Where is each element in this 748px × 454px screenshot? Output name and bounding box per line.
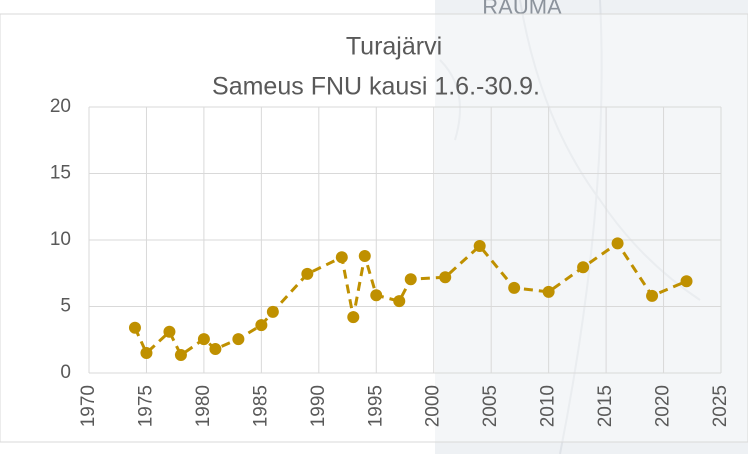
chart-subtitle: Sameus FNU kausi 1.6.-30.9.: [212, 73, 540, 101]
page: {"map_label": "RAUMA", "chart_data": {"t…: [0, 0, 748, 454]
x-tick-label: 1985: [250, 385, 271, 427]
data-point: [439, 271, 451, 283]
data-point: [175, 349, 187, 361]
y-tick-label: 10: [50, 229, 71, 250]
data-point: [681, 275, 693, 287]
data-point: [405, 273, 417, 285]
x-tick-label: 2010: [538, 385, 559, 427]
data-point: [612, 237, 624, 249]
data-point: [232, 333, 244, 345]
y-tick-label: 20: [50, 96, 71, 117]
x-tick-label: 2020: [653, 385, 674, 427]
chart: RAUMA Turajärvi Sameus FNU kausi 1.6.-30…: [0, 0, 748, 454]
chart-title: Turajärvi: [346, 33, 442, 61]
data-point: [474, 240, 486, 252]
x-tick-label: 1995: [365, 385, 386, 427]
data-point: [209, 343, 221, 355]
data-point: [347, 311, 359, 323]
data-point: [267, 306, 279, 318]
data-point: [129, 322, 141, 334]
x-tick-label: 1975: [135, 385, 156, 427]
data-point: [508, 282, 520, 294]
x-tick-label: 1980: [193, 385, 214, 427]
data-point: [140, 347, 152, 359]
x-tick-label: 2015: [595, 385, 616, 427]
y-tick-label: 15: [50, 163, 71, 184]
data-point: [301, 268, 313, 280]
data-point: [255, 319, 267, 331]
data-point: [393, 295, 405, 307]
data-point: [577, 261, 589, 273]
x-tick-label: 1970: [78, 385, 99, 427]
y-tick-label: 5: [60, 296, 71, 317]
x-tick-label: 1990: [308, 385, 329, 427]
data-point: [163, 326, 175, 338]
x-tick-label: 2000: [423, 385, 444, 427]
data-point: [198, 333, 210, 345]
data-point: [336, 251, 348, 263]
y-tick-label: 0: [60, 362, 71, 383]
x-tick-label: 2005: [480, 385, 501, 427]
data-point: [359, 250, 371, 262]
data-point: [543, 286, 555, 298]
data-point: [370, 289, 382, 301]
data-point: [646, 290, 658, 302]
x-tick-label: 2025: [710, 385, 731, 427]
